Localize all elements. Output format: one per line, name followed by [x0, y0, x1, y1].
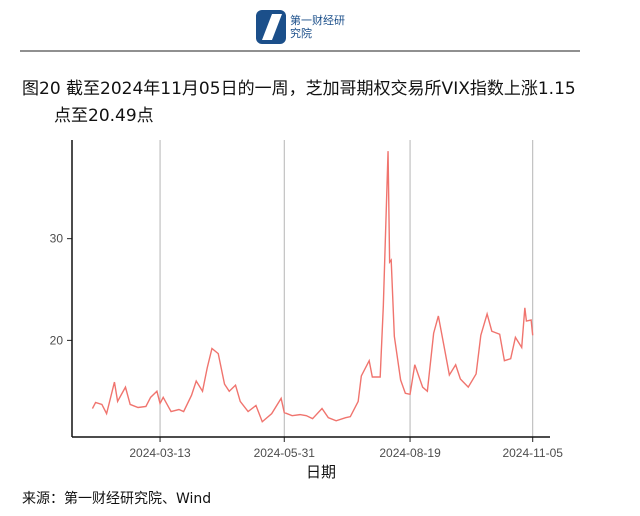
- y-tick-label: 20: [50, 333, 64, 347]
- x-tick-label: 2024-03-13: [129, 446, 191, 460]
- x-tick-label: 2024-11-05: [502, 446, 563, 460]
- x-axis-label: 日期: [306, 464, 336, 481]
- chart-title: 图20 截至2024年11月05日的一周，芝加哥期权交易所VIX指数上涨1.15…: [22, 79, 576, 126]
- source-note: 来源：第一财经研究院、Wind: [22, 491, 212, 507]
- logo-icon: [256, 10, 286, 44]
- logo-text: 第一财经研究院: [290, 14, 345, 40]
- data-line: [91, 151, 534, 423]
- x-tick-label: 2024-05-31: [254, 446, 316, 460]
- y-tick-label: 30: [50, 232, 64, 246]
- x-tick-label: 2024-08-19: [379, 446, 441, 460]
